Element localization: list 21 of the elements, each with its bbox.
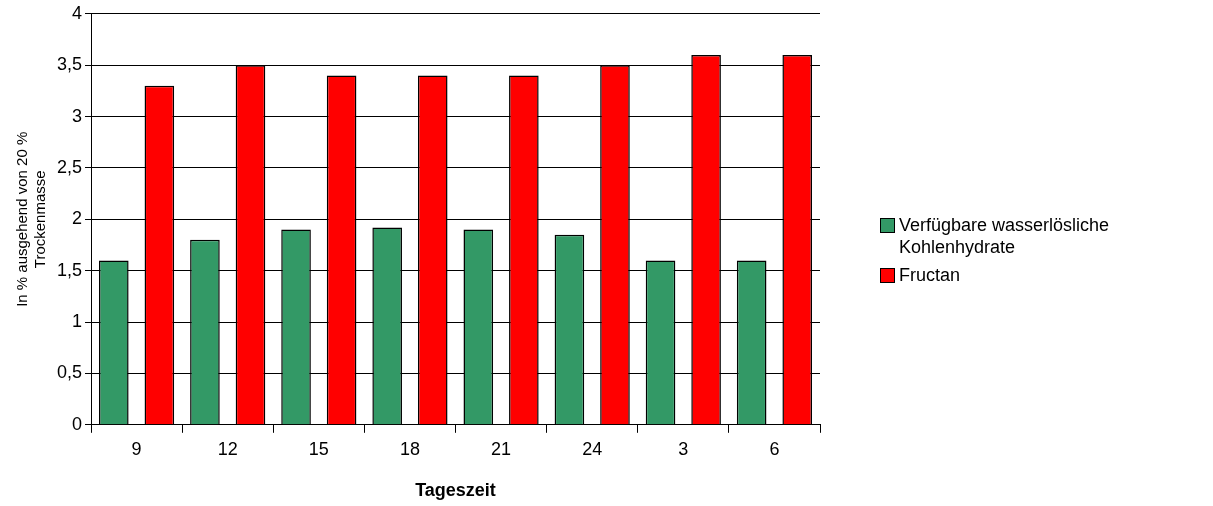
x-tick-label: 9	[131, 438, 142, 459]
y-tick-label: 4	[72, 2, 83, 23]
y-tick-label: 1,5	[56, 259, 83, 280]
y-axis-title: In % ausgehend von 20 % Trockenmasse	[13, 131, 49, 307]
x-tick-label: 24	[582, 438, 603, 459]
legend-label: Verfügbare wasserlösliche Kohlenhydrate	[899, 214, 1111, 258]
legend-label: Fructan	[899, 264, 962, 286]
y-tick-label: 0,5	[56, 362, 83, 383]
x-tick-label: 6	[769, 438, 780, 459]
x-tick-label: 15	[308, 438, 329, 459]
y-tick-label: 3	[72, 105, 83, 126]
x-tick-label: 12	[217, 438, 238, 459]
x-tick-label: 21	[491, 438, 512, 459]
y-tick-label: 0	[72, 413, 83, 434]
y-tick-label: 1	[72, 311, 83, 332]
y-tick-label: 2,5	[56, 156, 83, 177]
y-tick-label: 3,5	[56, 54, 83, 75]
x-tick-label: 3	[678, 438, 689, 459]
x-axis-title: Tageszeit	[415, 480, 496, 501]
x-tick-label: 18	[399, 438, 420, 459]
y-tick-label: 2	[72, 208, 83, 229]
